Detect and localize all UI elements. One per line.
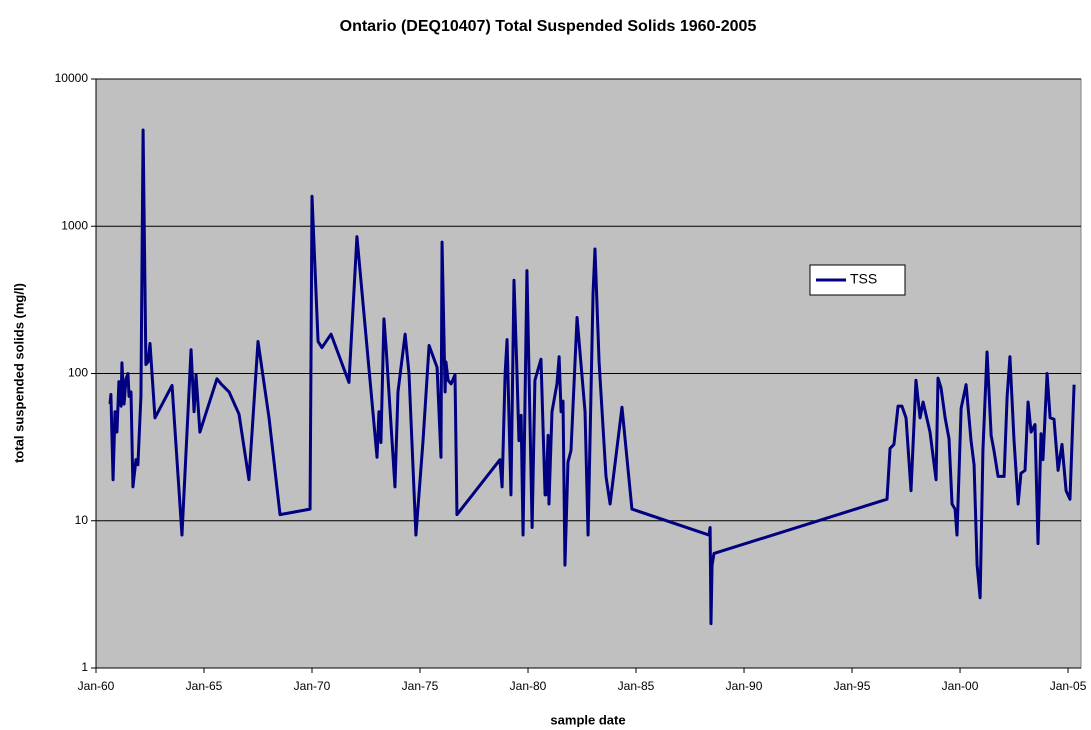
y-tick-label: 10 [75, 513, 89, 527]
legend-box [809, 264, 906, 296]
data-line [108, 128, 1076, 626]
x-tick-label: Jan-85 [618, 679, 655, 693]
y-tick-label: 1000 [61, 218, 88, 232]
y-tick-label: 100 [68, 366, 88, 380]
x-tick-label: Jan-05 [1050, 679, 1087, 693]
x-tick-label: Jan-75 [402, 679, 439, 693]
x-tick-label: Jan-80 [510, 679, 547, 693]
x-tick-label: Jan-70 [294, 679, 331, 693]
x-tick-label: Jan-95 [834, 679, 871, 693]
y-tick-label: 10000 [55, 71, 89, 85]
x-tick-label: Jan-60 [78, 679, 115, 693]
y-tick-label: 1 [81, 660, 88, 674]
x-axis-title: sample date [550, 712, 625, 727]
x-tick-label: Jan-90 [726, 679, 763, 693]
x-tick-label: Jan-00 [942, 679, 979, 693]
chart-title: Ontario (DEQ10407) Total Suspended Solid… [340, 18, 757, 35]
legend-label: TSS [850, 271, 877, 287]
y-axis-title: total suspended solids (mg/l) [11, 283, 26, 463]
x-tick-label: Jan-65 [186, 679, 223, 693]
